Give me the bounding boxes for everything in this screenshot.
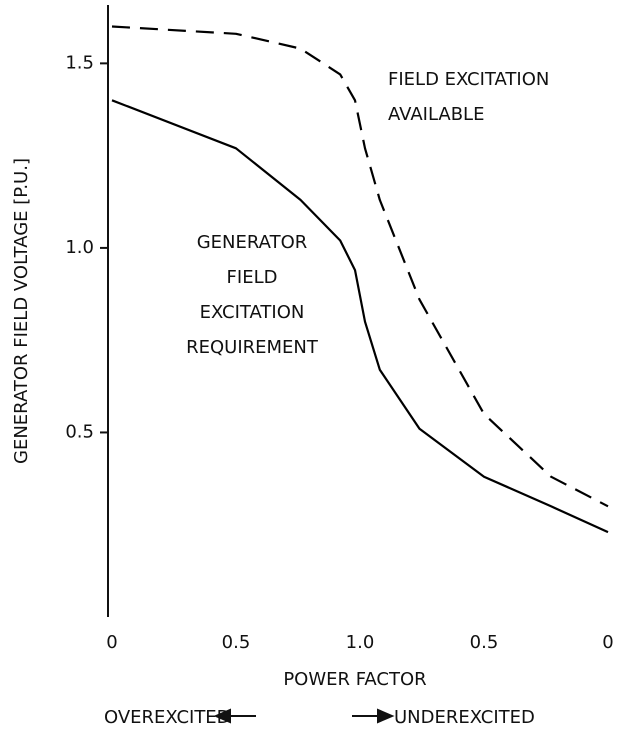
line-series xyxy=(111,25,609,508)
y-tick-label: 1.5 xyxy=(65,52,94,73)
x-tick-label: 1.0 xyxy=(346,632,375,653)
y-axis-label: GENERATOR FIELD VOLTAGE [P.U.] xyxy=(11,158,32,464)
x-tick-label: 0 xyxy=(602,632,613,653)
line-series xyxy=(111,99,609,534)
annotation: AVAILABLE xyxy=(388,104,484,125)
x-axis-label: POWER FACTOR xyxy=(283,669,426,690)
x-tick-label: 0 xyxy=(106,632,117,653)
annotation: REQUIREMENT xyxy=(186,337,319,358)
annotation: EXCITATION xyxy=(200,302,305,323)
direction-label: UNDEREXCITED xyxy=(394,707,535,728)
arrow xyxy=(213,708,395,724)
direction-label: OVEREXCITED xyxy=(104,707,231,728)
annotation: FIELD EXCITATION xyxy=(388,69,549,90)
annotation: FIELD xyxy=(227,267,278,288)
y-tick-label: 1.0 xyxy=(65,237,94,258)
annotation: GENERATOR xyxy=(197,232,308,253)
y-tick-label: 0.5 xyxy=(65,421,94,442)
x-tick-label: 0.5 xyxy=(222,632,251,653)
x-tick-label: 0.5 xyxy=(470,632,499,653)
